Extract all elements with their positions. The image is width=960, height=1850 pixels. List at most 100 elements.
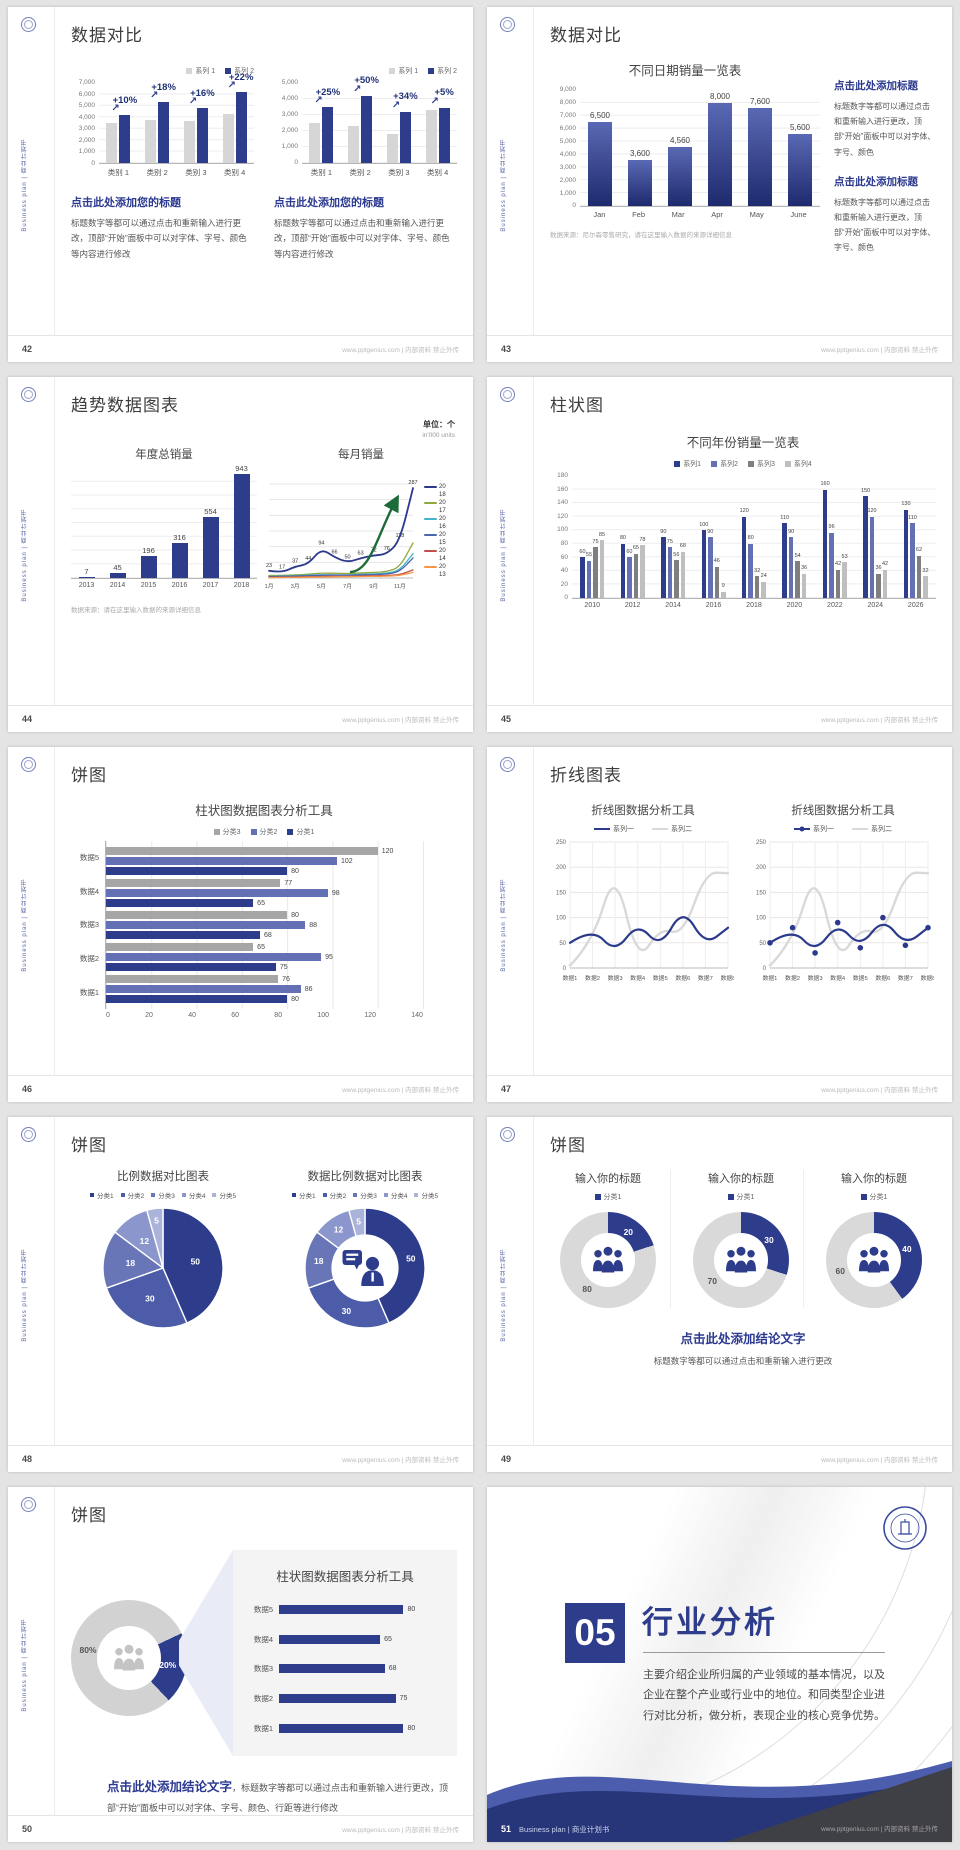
- y-tick-label: 40: [560, 567, 568, 575]
- bar-value-label: 32: [922, 567, 929, 574]
- bar-group: +34% ↗: [386, 92, 418, 163]
- bar-value-label: 6,500: [589, 111, 611, 121]
- x-tick-label: 2012: [624, 602, 641, 609]
- bar-value-label: 5,600: [789, 122, 811, 132]
- legend-item: 分类5: [212, 1190, 236, 1200]
- legend-label: 分类3: [360, 1193, 377, 1200]
- increase-arrow-icon: ↗: [353, 83, 362, 95]
- bar-group: +18% ↗: [145, 83, 176, 163]
- svg-text:数据8: 数据8: [921, 974, 934, 982]
- legend-item: 分类3: [213, 827, 241, 837]
- y-tick-label: 4,000: [78, 113, 95, 121]
- legend-label: 分类1: [298, 1193, 316, 1200]
- y-tick-label: 6,000: [559, 124, 576, 132]
- legend-line-sample: [794, 826, 810, 832]
- y-tick-label: 3,000: [78, 125, 95, 132]
- bar: 96: [829, 525, 835, 598]
- bar: 85: [599, 532, 605, 598]
- bar-value-label: 42: [881, 561, 889, 568]
- university-seal-icon: [21, 387, 36, 402]
- legend-label: 系列 1: [398, 68, 419, 75]
- bar-value-label: 75: [399, 1695, 408, 1703]
- university-seal-icon: [500, 1127, 515, 1142]
- slide-44-thumbnail[interactable]: Business plan | 商业计划书 趋势数据图表 单位：个 in'000…: [8, 377, 473, 732]
- sidebar-divider: [54, 7, 55, 335]
- plot: 7 45 196 316 554 943: [71, 465, 257, 579]
- bar-group: 65 95 75: [106, 943, 423, 971]
- svg-text:0: 0: [563, 966, 567, 972]
- legend-label: 分类3: [222, 829, 241, 836]
- bar-value-label: 110: [780, 514, 790, 521]
- bar-group: 7: [78, 567, 95, 578]
- chart-title: 柱状图数据图表分析工具: [276, 1570, 414, 1584]
- bar: [279, 1723, 404, 1733]
- y-tick-label: 2,000: [559, 176, 576, 184]
- slide-50-thumbnail[interactable]: Business plan | 商业计划书 饼图 20% 80% 柱状图数据图表分…: [8, 1487, 473, 1842]
- bar: 7,600: [748, 98, 772, 206]
- donut-hole: [96, 1625, 162, 1691]
- x-tick-label: 140: [411, 1012, 423, 1019]
- bar: 110: [908, 515, 917, 598]
- legend-item: 16: [424, 524, 446, 531]
- chart-title: 输入你的标题: [841, 1173, 907, 1185]
- page-number: 48: [22, 1454, 33, 1464]
- bar-group: 75: [279, 1694, 419, 1704]
- y-axis: 9,000 8,000 7,000 6,000 5,000 4,000 3,000 2,000…: [550, 86, 580, 210]
- legend-item: 系列 1: [186, 66, 215, 76]
- bar: 120: [740, 509, 749, 598]
- bar-value-label: 102: [340, 857, 353, 865]
- bar-value-label: 80: [747, 535, 754, 542]
- y-tick-label: 8,000: [559, 98, 576, 106]
- slide-47-thumbnail[interactable]: Business plan | 商业计划书 折线图表 折线图数据分析工具 系列一…: [487, 747, 952, 1102]
- pie-legend: 分类1 分类2 分类3 分类4 分类5: [273, 1190, 457, 1200]
- bar: [106, 975, 279, 983]
- legend-swatch: [784, 461, 791, 467]
- bar-value-label: 90: [707, 528, 714, 535]
- legend-label: 20: [439, 516, 446, 522]
- slide-48-thumbnail[interactable]: Business plan | 商业计划书 饼图 比例数据对比图表 分类1 分类2…: [8, 1117, 473, 1472]
- bar-group: 90 75 56 68: [660, 529, 686, 598]
- svg-text:200: 200: [556, 865, 567, 871]
- placeholder-body: 标题数字等都可以通过点击和重新输入进行更改，顶部“开始”面板中可以对字体、字号、…: [834, 197, 936, 253]
- slide-42-thumbnail[interactable]: Business plan | 商业计划书 数据对比 系列 1 系列 2 7,000…: [8, 7, 473, 362]
- bar: 316: [171, 534, 188, 578]
- bar: 160: [821, 482, 830, 598]
- bar-group: 8,000: [708, 92, 732, 206]
- bar: +50% ↗: [353, 76, 379, 163]
- slide-49-thumbnail[interactable]: Business plan | 商业计划书 饼图 输入你的标题 分类1 20 80…: [487, 1117, 952, 1472]
- legend-item: 分类4: [383, 1190, 407, 1200]
- bar: [106, 953, 322, 961]
- grouped-bar-chart: 系列 1 系列 2 7,000 6,000 5,000 4,000 3,000 2,000 1,…: [71, 66, 254, 178]
- university-seal-icon: [500, 757, 515, 772]
- slide-title: 饼图: [71, 1506, 107, 1525]
- legend-label: 系列 1: [195, 68, 216, 75]
- bar: 100: [699, 522, 708, 598]
- bar: 24: [761, 574, 767, 598]
- bar: 943: [233, 465, 250, 578]
- bar: [425, 110, 437, 163]
- slide-51-thumbnail[interactable]: 05 行业分析 主要介绍企业所归属的产业领域的基本情况，以及企业在整个产业或行业…: [487, 1487, 952, 1842]
- bar: +34% ↗: [392, 92, 418, 163]
- legend-label: 系列4: [793, 461, 812, 468]
- legend-item: 系列 2: [428, 66, 457, 76]
- y-tick-label: 0: [91, 159, 95, 167]
- svg-text:数据7: 数据7: [698, 974, 713, 982]
- x-tick-label: Mar: [671, 210, 685, 219]
- legend-item: 系列4: [784, 459, 812, 469]
- sidebar-vertical-text: Business plan | 商业计划书: [501, 507, 507, 602]
- legend-label: 分类5: [219, 1193, 237, 1200]
- slide-43-thumbnail[interactable]: Business plan | 商业计划书 数据对比 不同日期销量一览表 9,0…: [487, 7, 952, 362]
- slide-content: 柱状图 不同年份销量一览表 系列1 系列2 系列3 系列4 180 160 140 120 10…: [534, 377, 952, 705]
- bar-value-label: 8,000: [709, 91, 731, 101]
- bar: 8,000: [708, 92, 732, 206]
- x-tick-label: 120: [364, 1012, 376, 1019]
- bar-value-label: 60: [626, 548, 633, 555]
- slide-46-thumbnail[interactable]: Business plan | 商业计划书 饼图 柱状图数据图表分析工具 分类3…: [8, 747, 473, 1102]
- slide-45-thumbnail[interactable]: Business plan | 商业计划书 柱状图 不同年份销量一览表 系列1 系…: [487, 377, 952, 732]
- x-tick-label: 2026: [907, 602, 924, 609]
- plot: 6,500 3,600 4,560 8,000 7,600 5,600: [580, 90, 820, 207]
- x-tick-label: 0: [106, 1012, 110, 1019]
- slide-footer: 51 Business plan | 商业计划书: [501, 1824, 609, 1835]
- category-label: 数据4: [79, 886, 99, 896]
